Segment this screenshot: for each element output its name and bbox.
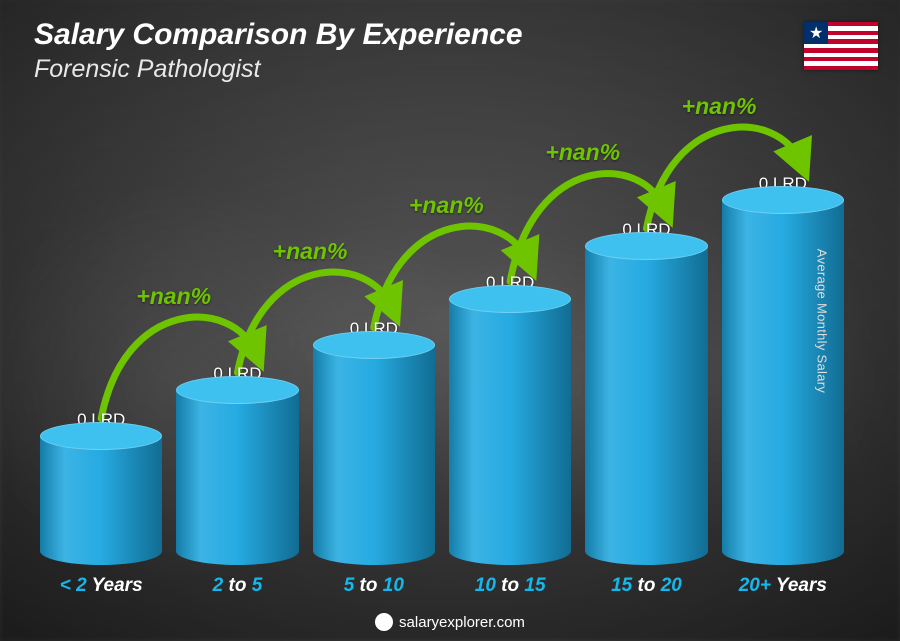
bar [449, 299, 571, 565]
growth-label: +nan% [682, 93, 757, 120]
bar-x-label: < 2 Years [40, 575, 162, 597]
bar-slot: 0 LRD5 to 10 [313, 114, 435, 566]
growth-label: +nan% [273, 238, 348, 265]
bar-slot: 0 LRD< 2 Years [40, 114, 162, 566]
growth-label: +nan% [136, 283, 211, 310]
bars-area: 0 LRD< 2 Years0 LRD2 to 50 LRD5 to 100 L… [34, 114, 850, 602]
growth-label: +nan% [545, 139, 620, 166]
bar-x-label: 15 to 20 [585, 575, 707, 597]
footer: salaryexplorer.com [0, 613, 900, 631]
chart-container: Salary Comparison By Experience Forensic… [0, 0, 900, 641]
country-flag-icon: ★ [804, 22, 878, 70]
bar-slot: 0 LRD10 to 15 [449, 114, 571, 566]
bar-x-label: 10 to 15 [449, 575, 571, 597]
y-axis-label: Average Monthly Salary [814, 248, 829, 392]
bar-slot: 0 LRD15 to 20 [585, 114, 707, 566]
bar [176, 390, 298, 565]
bar-x-label: 5 to 10 [313, 575, 435, 597]
chart-subtitle: Forensic Pathologist [34, 55, 850, 84]
footer-text: salaryexplorer.com [399, 614, 525, 631]
flag-canton: ★ [804, 22, 828, 44]
globe-icon [375, 613, 393, 631]
bar-slot: 0 LRD2 to 5 [176, 114, 298, 566]
bar-x-label: 20+ Years [722, 575, 844, 597]
flag-stripe [804, 66, 878, 70]
bar [40, 436, 162, 565]
bar [585, 246, 707, 565]
bar-x-label: 2 to 5 [176, 575, 298, 597]
chart-title: Salary Comparison By Experience [34, 18, 850, 53]
growth-label: +nan% [409, 192, 484, 219]
bar [313, 345, 435, 565]
